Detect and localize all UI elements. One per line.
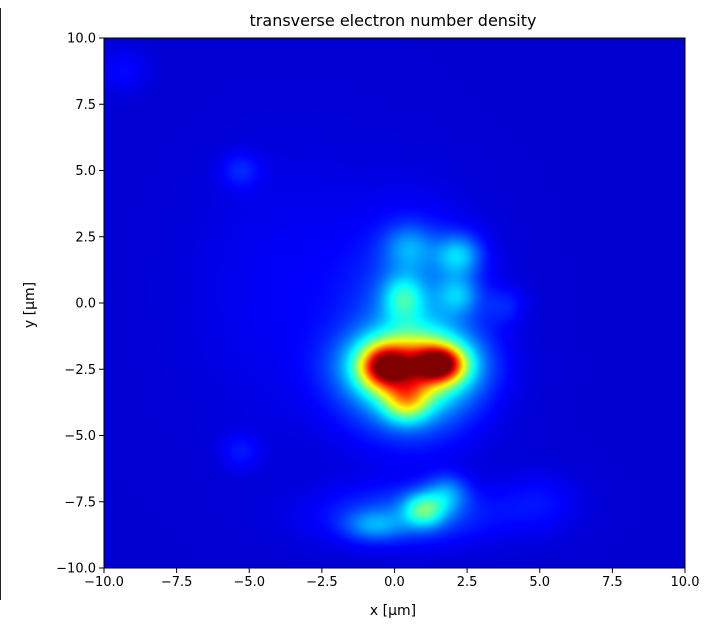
x-tick-label: −7.5: [161, 575, 193, 590]
y-tick-label: −5.0: [64, 429, 96, 444]
chart-title: transverse electron number density: [250, 11, 537, 30]
x-tick-label: 2.5: [457, 575, 478, 590]
y-tick-label: 5.0: [75, 164, 96, 179]
density-image: [104, 38, 685, 568]
plot-area: [104, 38, 685, 568]
x-tick-label: 7.5: [602, 575, 623, 590]
x-tick-label: 10.0: [671, 575, 700, 590]
x-tick-label: 0.0: [384, 575, 405, 590]
y-axis: −10.0 −7.5 −5.0 −2.5 0.0 2.5 5.0 7.5 10.0: [56, 32, 104, 577]
y-tick-label: 2.5: [75, 230, 96, 245]
y-tick-label: −2.5: [64, 363, 96, 378]
y-tick-label: 0.0: [75, 297, 96, 312]
x-tick-label: −5.0: [233, 575, 265, 590]
y-axis-label: y [µm]: [22, 282, 38, 328]
y-tick-label: −10.0: [56, 562, 96, 577]
y-tick-label: 10.0: [67, 32, 96, 47]
x-axis: −10.0 −7.5 −5.0 −2.5 0.0 2.5 5.0 7.5 10.0: [84, 568, 699, 590]
left-frame-rule: [0, 8, 1, 600]
y-tick-label: 7.5: [75, 98, 96, 113]
x-axis-label: x [µm]: [370, 603, 416, 619]
x-tick-label: −2.5: [306, 575, 338, 590]
x-tick-label: −10.0: [84, 575, 124, 590]
x-tick-label: 5.0: [529, 575, 550, 590]
y-tick-label: −7.5: [64, 495, 96, 510]
